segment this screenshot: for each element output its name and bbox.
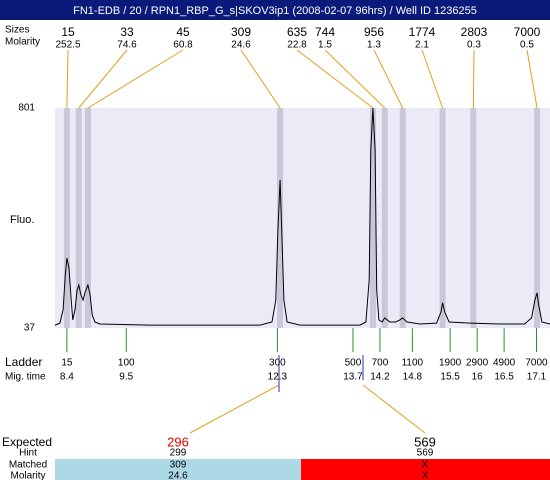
ladder-size: 2900	[466, 358, 489, 369]
ladder-size: 1900	[439, 358, 462, 369]
ladder-time: 14.8	[403, 372, 423, 383]
ladder-time: 16	[472, 372, 484, 383]
peak-size: 7000	[514, 25, 541, 39]
peak-leader	[421, 49, 444, 109]
peak-band	[75, 108, 82, 328]
peak-molarity: 60.8	[173, 40, 193, 51]
peak-leader	[472, 49, 475, 109]
ladder-size: 7000	[525, 358, 548, 369]
peak-molarity: 74.6	[117, 40, 137, 51]
ladder-time: 16.5	[494, 372, 514, 383]
peak-size: 1774	[409, 25, 436, 39]
ladder-label: Ladder	[5, 355, 42, 369]
peak-molarity: 252.5	[55, 40, 80, 51]
peak-band	[399, 108, 406, 328]
peak-band	[277, 108, 284, 328]
row-label: Hint	[19, 448, 37, 459]
peak-molarity: 24.6	[231, 40, 251, 51]
peak-band	[84, 108, 91, 328]
ladder-size: 300	[269, 358, 286, 369]
match-line	[189, 384, 280, 434]
peak-band	[63, 108, 70, 328]
ladder-size: 1100	[402, 358, 424, 369]
peak-size: 956	[364, 25, 384, 39]
peak-leader	[373, 49, 404, 109]
y-tick-label: 801	[18, 103, 35, 114]
peak-leader	[87, 49, 184, 109]
sizes-label: Sizes	[5, 25, 29, 36]
peak-size: 45	[176, 25, 190, 39]
cell-hint: 569	[417, 448, 434, 459]
ladder-size: 700	[372, 358, 389, 369]
cell-molarity: X	[422, 471, 429, 480]
peak-leader	[296, 49, 374, 109]
peak-leader	[66, 49, 69, 109]
row-label: Molarity	[10, 471, 45, 480]
peak-molarity: 1.3	[367, 40, 381, 51]
peak-band	[369, 108, 376, 328]
row-label: Expected	[2, 435, 52, 449]
title: FN1-EDB / 20 / RPN1_RBP_G_s|SKOV3ip1 (20…	[73, 5, 477, 17]
ladder-size: 15	[61, 358, 73, 369]
cell-matched: X	[422, 460, 429, 471]
header-bar	[0, 0, 550, 20]
peak-molarity: 1.5	[318, 40, 332, 51]
ladder-time: 9.5	[119, 372, 133, 383]
row-label: Matched	[9, 460, 47, 471]
peak-size: 635	[287, 25, 307, 39]
peak-band	[470, 108, 477, 328]
peak-size: 309	[231, 25, 251, 39]
peak-band	[439, 108, 446, 328]
ladder-size: 100	[118, 358, 135, 369]
peak-leader	[324, 49, 386, 109]
cell-hint: 299	[170, 448, 187, 459]
peak-leader	[240, 49, 281, 109]
mig-time-label: Mig. time	[5, 372, 46, 383]
cell-molarity: 24.6	[168, 471, 188, 480]
plot-area	[55, 108, 550, 328]
peak-band	[534, 108, 541, 328]
ladder-time: 8.4	[60, 372, 74, 383]
cell-matched: 309	[170, 460, 187, 471]
peak-leader	[78, 49, 128, 109]
peak-band	[381, 108, 388, 328]
ladder-time: 14.2	[370, 372, 390, 383]
peak-molarity: 0.5	[520, 40, 534, 51]
match-line	[362, 384, 426, 434]
peak-size: 2803	[461, 25, 488, 39]
trace	[54, 107, 550, 326]
molarity-label: Molarity	[5, 37, 40, 48]
peak-leader	[526, 49, 538, 109]
ladder-time: 15.5	[440, 372, 460, 383]
y-tick-label: 37	[24, 323, 36, 334]
ladder-time: 17.1	[527, 372, 547, 383]
peak-molarity: 22.8	[287, 40, 307, 51]
ladder-time: 12.3	[268, 372, 288, 383]
peak-size: 744	[315, 25, 335, 39]
matched-cell	[55, 459, 301, 480]
ladder-size: 4900	[493, 358, 516, 369]
peak-size: 15	[61, 25, 75, 39]
ladder-time: 13.7	[343, 372, 363, 383]
peak-size: 33	[120, 25, 134, 39]
peak-molarity: 2.1	[415, 40, 429, 51]
cell-expected: 569	[414, 434, 436, 449]
ladder-size: 500	[345, 358, 362, 369]
unmatched-cell	[301, 459, 550, 480]
y-label: Fluo.	[10, 214, 34, 226]
peak-molarity: 0.3	[467, 40, 481, 51]
cell-expected: 296	[167, 434, 189, 449]
